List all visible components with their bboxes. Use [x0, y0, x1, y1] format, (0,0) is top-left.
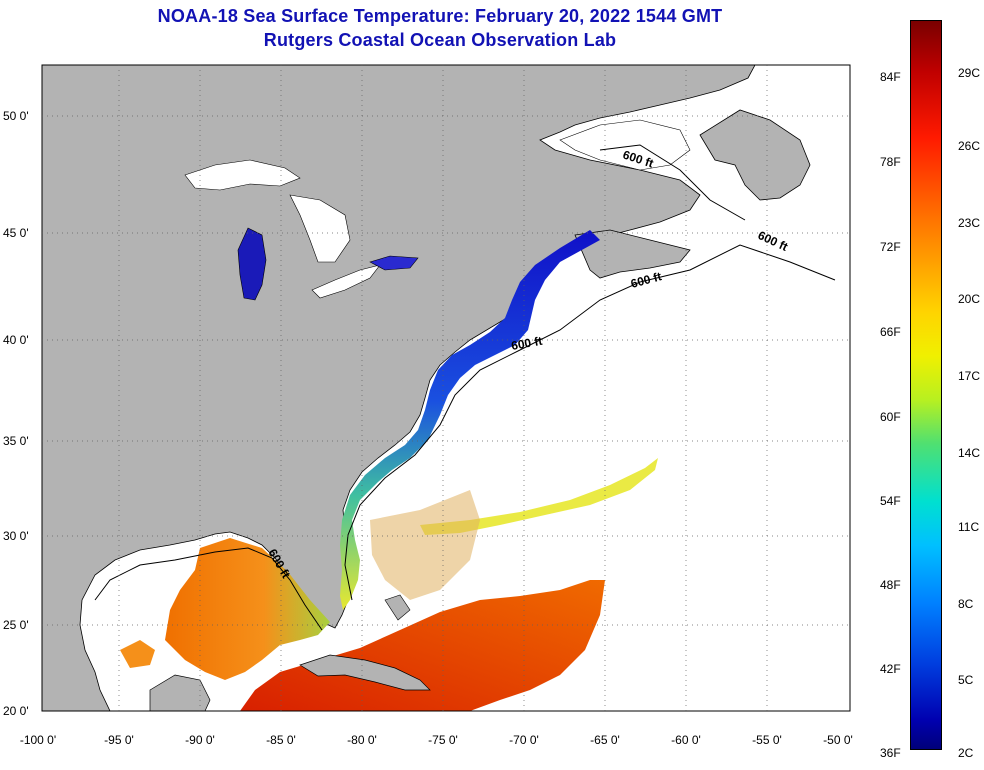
colorbar-celsius-label: 20C: [958, 292, 981, 306]
colorbar-celsius-label: 8C: [958, 597, 974, 611]
newfoundland-land: [699, 109, 811, 201]
yucatan-land: [149, 674, 211, 711]
x-axis-tick-label: -85 0': [266, 733, 296, 747]
north-america-land: [42, 65, 756, 711]
colorbar-fahrenheit-label: 60F: [880, 410, 901, 424]
contour-600ft-gulf: [94, 547, 323, 631]
y-axis-tick-label: 50 0': [3, 109, 29, 123]
colorbar-fahrenheit-label: 36F: [880, 746, 901, 760]
map-subtitle: Rutgers Coastal Ocean Observation Lab: [263, 30, 617, 50]
lake-erie: [311, 264, 381, 299]
scattered-warm-sst: [370, 490, 480, 600]
x-axis-tick-label: -50 0': [823, 733, 853, 747]
colorbar-fahrenheit-label: 84F: [880, 70, 901, 84]
lake-ontario: [369, 255, 419, 271]
maritimes-land: [574, 229, 691, 279]
x-axis-tick-label: -90 0': [185, 733, 215, 747]
x-axis-tick-label: -65 0': [590, 733, 620, 747]
colorbar-fahrenheit-label: 78F: [880, 155, 901, 169]
map-title: NOAA-18 Sea Surface Temperature: Februar…: [157, 6, 723, 26]
x-axis-tick-label: -75 0': [428, 733, 458, 747]
y-axis-tick-label: 35 0': [3, 434, 29, 448]
lake-huron: [289, 194, 351, 263]
colorbar-fahrenheit-label: 72F: [880, 240, 901, 254]
y-axis-tick-label: 40 0': [3, 333, 29, 347]
y-axis-tick-label: 30 0': [3, 529, 29, 543]
y-axis-tick-label: 45 0': [3, 226, 29, 240]
cuba-land: [299, 654, 431, 691]
labrador-coast-water: [559, 119, 691, 171]
temperature-colorbar: [910, 20, 942, 750]
colorbar-fahrenheit-label: 66F: [880, 325, 901, 339]
western-gulf-patch: [120, 640, 155, 668]
colorbar-celsius-label: 26C: [958, 139, 981, 153]
lake-superior: [184, 159, 301, 191]
colorbar-celsius-label: 23C: [958, 216, 981, 230]
x-axis-tick-label: -70 0': [509, 733, 539, 747]
caribbean-sst: [240, 580, 605, 711]
gulf-of-mexico-sst: [165, 538, 330, 680]
x-axis-tick-label: -100 0': [20, 733, 56, 747]
y-axis-tick-label: 20 0': [3, 704, 29, 718]
colorbar-celsius-label: 5C: [958, 673, 974, 687]
colorbar-celsius-label: 17C: [958, 369, 981, 383]
x-axis-tick-label: -95 0': [104, 733, 134, 747]
contour-600ft-stlawrence: [599, 144, 746, 221]
x-axis-tick-label: -60 0': [671, 733, 701, 747]
map-frame: [41, 64, 851, 712]
x-axis-tick-label: -55 0': [752, 733, 782, 747]
contour-label-4: 600 ft: [510, 334, 543, 353]
x-axis-tick-label: -80 0': [347, 733, 377, 747]
contour-600ft-atlantic: [344, 244, 836, 601]
y-axis-tick-label: 25 0': [3, 618, 29, 632]
colorbar-fahrenheit-label: 54F: [880, 494, 901, 508]
colorbar-fahrenheit-label: 42F: [880, 662, 901, 676]
colorbar-fahrenheit-label: 48F: [880, 578, 901, 592]
colorbar-celsius-label: 11C: [958, 520, 980, 534]
bahamas-land: [384, 594, 411, 621]
colorbar-celsius-label: 14C: [958, 446, 981, 460]
colorbar-celsius-label: 29C: [958, 66, 981, 80]
colorbar-celsius-label: 2C: [958, 746, 974, 760]
lake-michigan: [237, 227, 267, 301]
